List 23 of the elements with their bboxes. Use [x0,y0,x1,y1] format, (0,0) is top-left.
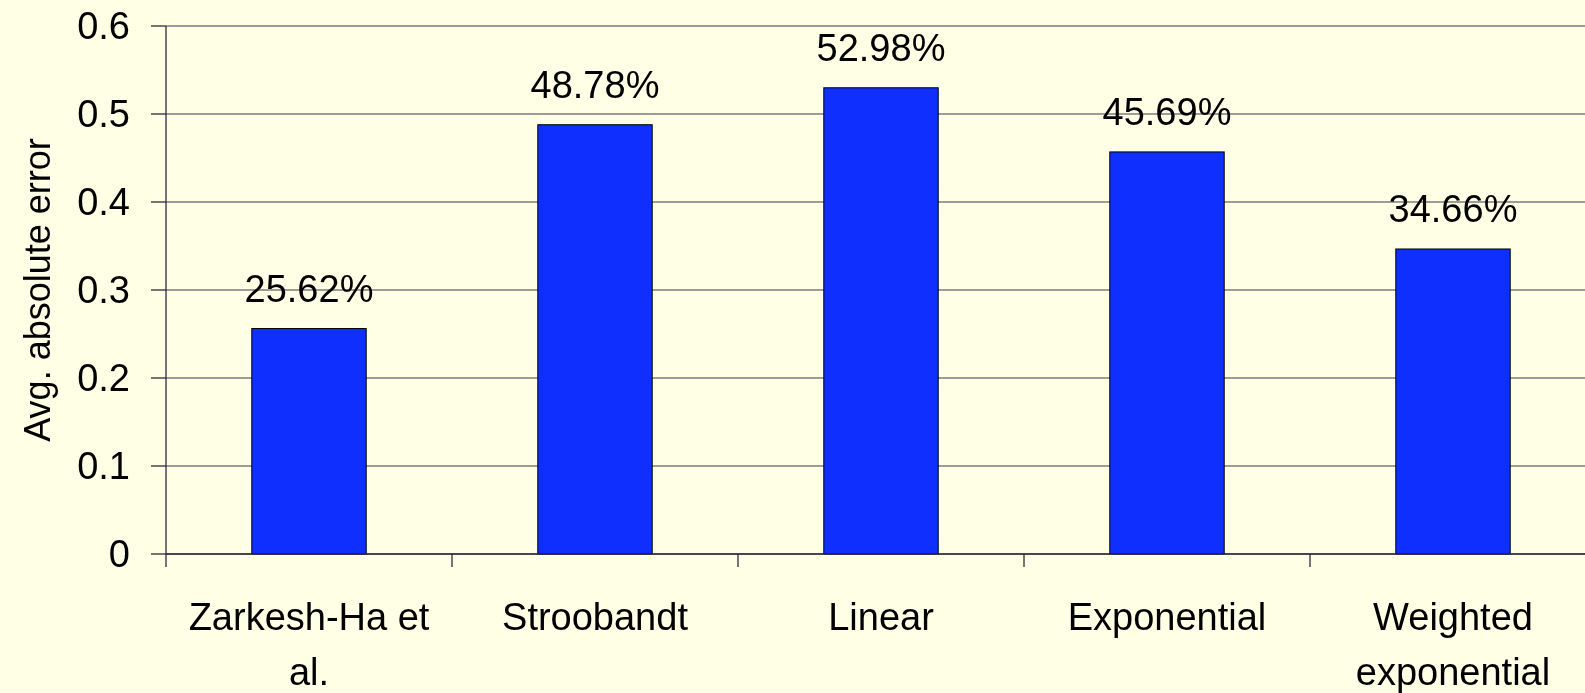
y-tick-label: 0.3 [77,269,130,312]
bar [1109,151,1225,555]
y-axis-title: Avg. absolute error [17,138,58,442]
data-label: 45.69% [1102,90,1232,133]
y-tick-label: 0 [108,533,130,576]
data-label: 25.62% [244,267,374,310]
y-tick-label: 0.2 [77,357,130,400]
x-tick-label: Exponential [1067,596,1267,638]
x-tick-label: Weighted exponential [1355,596,1551,693]
data-label: 48.78% [530,63,660,106]
y-tick-label: 0.1 [77,445,130,488]
y-tick-label: 0.6 [77,5,130,48]
bar [823,87,939,555]
bar [537,124,653,555]
bar [251,328,367,555]
bar [1395,248,1511,555]
x-tick-label: Linear [828,596,935,638]
x-tick-label: Zarkesh-Ha et al. [188,596,430,693]
data-label: 34.66% [1388,187,1518,230]
y-tick-label: 0.5 [77,93,130,136]
x-tick-label: Stroobandt [502,596,689,638]
data-label: 52.98% [816,26,946,69]
y-tick-label: 0.4 [77,181,130,224]
